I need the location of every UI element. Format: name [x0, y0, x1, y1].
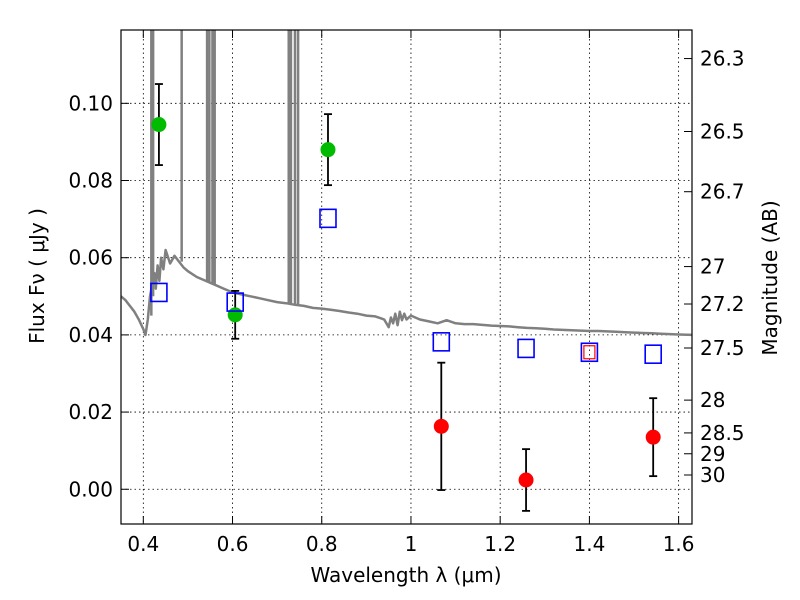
mag-tick-label: 29 [700, 442, 725, 466]
data-point [433, 418, 449, 434]
data-point [518, 472, 534, 488]
mag-tick-label: 27.2 [700, 292, 745, 316]
data-point [151, 117, 167, 133]
data-points [150, 83, 662, 512]
x-tick-label: 0.8 [306, 532, 338, 556]
y-tick-label: 0.02 [68, 400, 113, 424]
y-tick-label: 0.08 [68, 169, 113, 193]
y-tick-label: 0.00 [68, 477, 113, 501]
spectrum-line [121, 248, 692, 337]
model-point [644, 344, 662, 364]
mag-tick-label: 28.5 [700, 421, 745, 445]
data-point [227, 307, 243, 323]
y-tick-label: 0.04 [68, 323, 113, 347]
y-tick-label: 0.10 [68, 91, 113, 115]
model-spectrum [121, 30, 692, 337]
x-axis-label: Wavelength λ (μm) [310, 563, 501, 587]
y-tick-label: 0.06 [68, 246, 113, 270]
y-axis-label: Flux Fν ( μJy ) [25, 208, 49, 344]
mag-tick-label: 28 [700, 388, 725, 412]
axis-ticks: 0.4 0.6 0.8 1 1.2 1.4 1.6 0.00 0.02 0.04 0.06 0.08 0… [68, 30, 745, 556]
model-point [319, 208, 337, 229]
model-point [226, 292, 244, 312]
mag-tick-label: 27 [700, 255, 725, 279]
model-point [432, 332, 451, 352]
x-tick-label: 0.4 [127, 532, 159, 556]
model-point [517, 338, 535, 359]
mag-tick-label: 26.7 [700, 180, 745, 204]
data-point [645, 429, 661, 445]
y-axis-right-label: Magnitude (AB) [758, 200, 782, 355]
model-point [150, 282, 168, 303]
model-point [580, 342, 599, 363]
x-tick-label: 1.6 [663, 532, 695, 556]
grid-lines [121, 30, 692, 524]
x-tick-label: 0.6 [217, 532, 249, 556]
mag-tick-label: 30 [700, 463, 725, 487]
mag-tick-label: 26.3 [700, 47, 745, 71]
mag-tick-label: 26.5 [700, 120, 745, 144]
x-tick-label: 1 [405, 532, 418, 556]
mag-tick-label: 27.5 [700, 336, 745, 360]
model-point-small [583, 345, 596, 360]
x-tick-label: 1.2 [484, 532, 516, 556]
plot-frame [120, 29, 693, 525]
data-point [320, 142, 336, 158]
x-tick-label: 1.4 [573, 532, 605, 556]
